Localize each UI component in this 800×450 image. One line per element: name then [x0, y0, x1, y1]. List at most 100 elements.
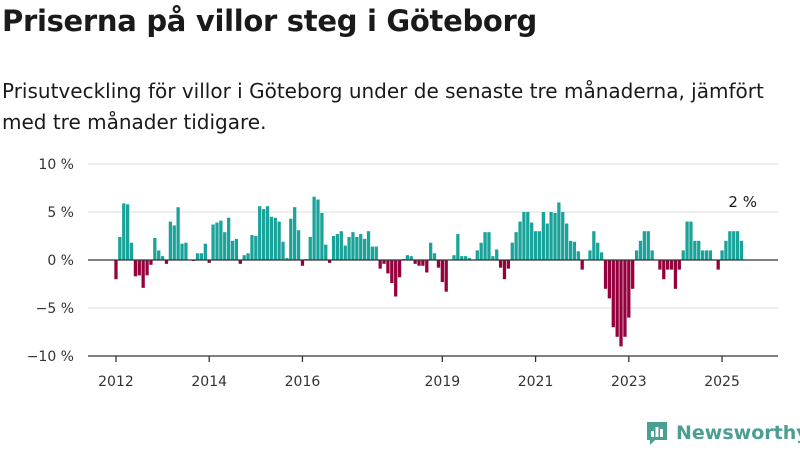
bar	[432, 253, 437, 260]
y-tick-label: −5 %	[36, 301, 74, 317]
bar	[704, 250, 709, 260]
bar	[716, 260, 720, 270]
bar	[382, 260, 386, 264]
bar	[153, 237, 157, 260]
bar	[265, 206, 270, 260]
bar	[735, 231, 740, 260]
bar	[405, 255, 410, 260]
bar	[203, 243, 207, 260]
bar	[440, 260, 444, 283]
bar	[277, 221, 281, 260]
bar	[351, 232, 355, 260]
bar	[421, 260, 425, 266]
bar	[677, 260, 681, 270]
bar	[596, 242, 600, 260]
bar	[475, 250, 479, 260]
bar	[681, 250, 685, 260]
bar	[118, 236, 122, 260]
bar	[685, 221, 689, 260]
bar	[514, 232, 518, 260]
bar	[343, 245, 347, 260]
bar	[168, 221, 173, 260]
bar	[180, 243, 184, 260]
x-axis-ticks: 2012 2014 2016 2019 2021 2023 2025	[98, 356, 740, 390]
bar	[689, 221, 693, 260]
bar	[339, 231, 343, 260]
bar	[164, 260, 169, 264]
bar	[397, 260, 402, 278]
bar	[176, 207, 180, 260]
bar	[355, 236, 359, 260]
bar	[273, 217, 277, 260]
bar	[238, 260, 242, 264]
bar	[545, 223, 549, 260]
bar	[603, 260, 608, 289]
bar	[366, 231, 371, 260]
bar	[149, 260, 153, 265]
bar	[611, 260, 615, 328]
bar	[308, 236, 312, 260]
x-tick-label: 2014	[191, 374, 227, 390]
axes	[88, 259, 778, 357]
bar	[296, 230, 301, 260]
bar	[479, 242, 483, 260]
bar	[619, 260, 623, 347]
bar	[246, 253, 250, 260]
bar	[510, 242, 514, 260]
bar	[184, 242, 188, 260]
bar	[623, 260, 627, 337]
y-tick-label: −10 %	[27, 349, 74, 365]
bar	[522, 212, 526, 260]
bar	[230, 240, 235, 260]
bar	[697, 240, 701, 260]
bar	[160, 256, 165, 260]
bar	[327, 260, 332, 263]
bar	[627, 260, 631, 318]
bar	[324, 244, 328, 260]
bar	[281, 241, 285, 260]
bar	[572, 241, 577, 260]
x-tick-label: 2016	[285, 374, 321, 390]
bar	[195, 253, 200, 260]
bar	[720, 250, 724, 260]
bar	[370, 246, 375, 260]
bar	[390, 260, 394, 284]
bar	[413, 260, 417, 264]
y-tick-label: 5 %	[47, 205, 74, 221]
bar	[708, 250, 713, 260]
bar	[452, 255, 456, 260]
y-tick-label: 10 %	[38, 157, 74, 173]
bar	[223, 232, 227, 260]
bar	[732, 231, 736, 260]
bar	[114, 260, 118, 280]
bar	[417, 260, 421, 266]
bar	[631, 260, 635, 289]
bar	[580, 260, 584, 270]
bar	[502, 260, 507, 280]
bar	[374, 246, 378, 260]
bar	[394, 260, 398, 297]
bar	[557, 202, 561, 260]
bar	[215, 222, 219, 260]
bar	[125, 204, 130, 260]
bar	[650, 250, 654, 260]
bar	[467, 258, 472, 260]
bar-chart-logo-icon	[647, 422, 667, 445]
bar	[157, 250, 161, 260]
bar	[646, 231, 650, 260]
bar	[642, 231, 646, 260]
bar	[242, 255, 246, 260]
bar	[638, 240, 643, 260]
bar	[728, 231, 732, 260]
bar	[565, 223, 569, 260]
bar	[693, 240, 697, 260]
bar	[541, 212, 545, 260]
x-tick-label: 2012	[98, 374, 134, 390]
bar	[207, 260, 211, 263]
bar	[320, 212, 324, 260]
bar	[739, 240, 744, 260]
bar	[172, 225, 176, 260]
bar	[409, 256, 413, 260]
bar	[576, 251, 580, 260]
x-tick-label: 2025	[704, 374, 740, 390]
